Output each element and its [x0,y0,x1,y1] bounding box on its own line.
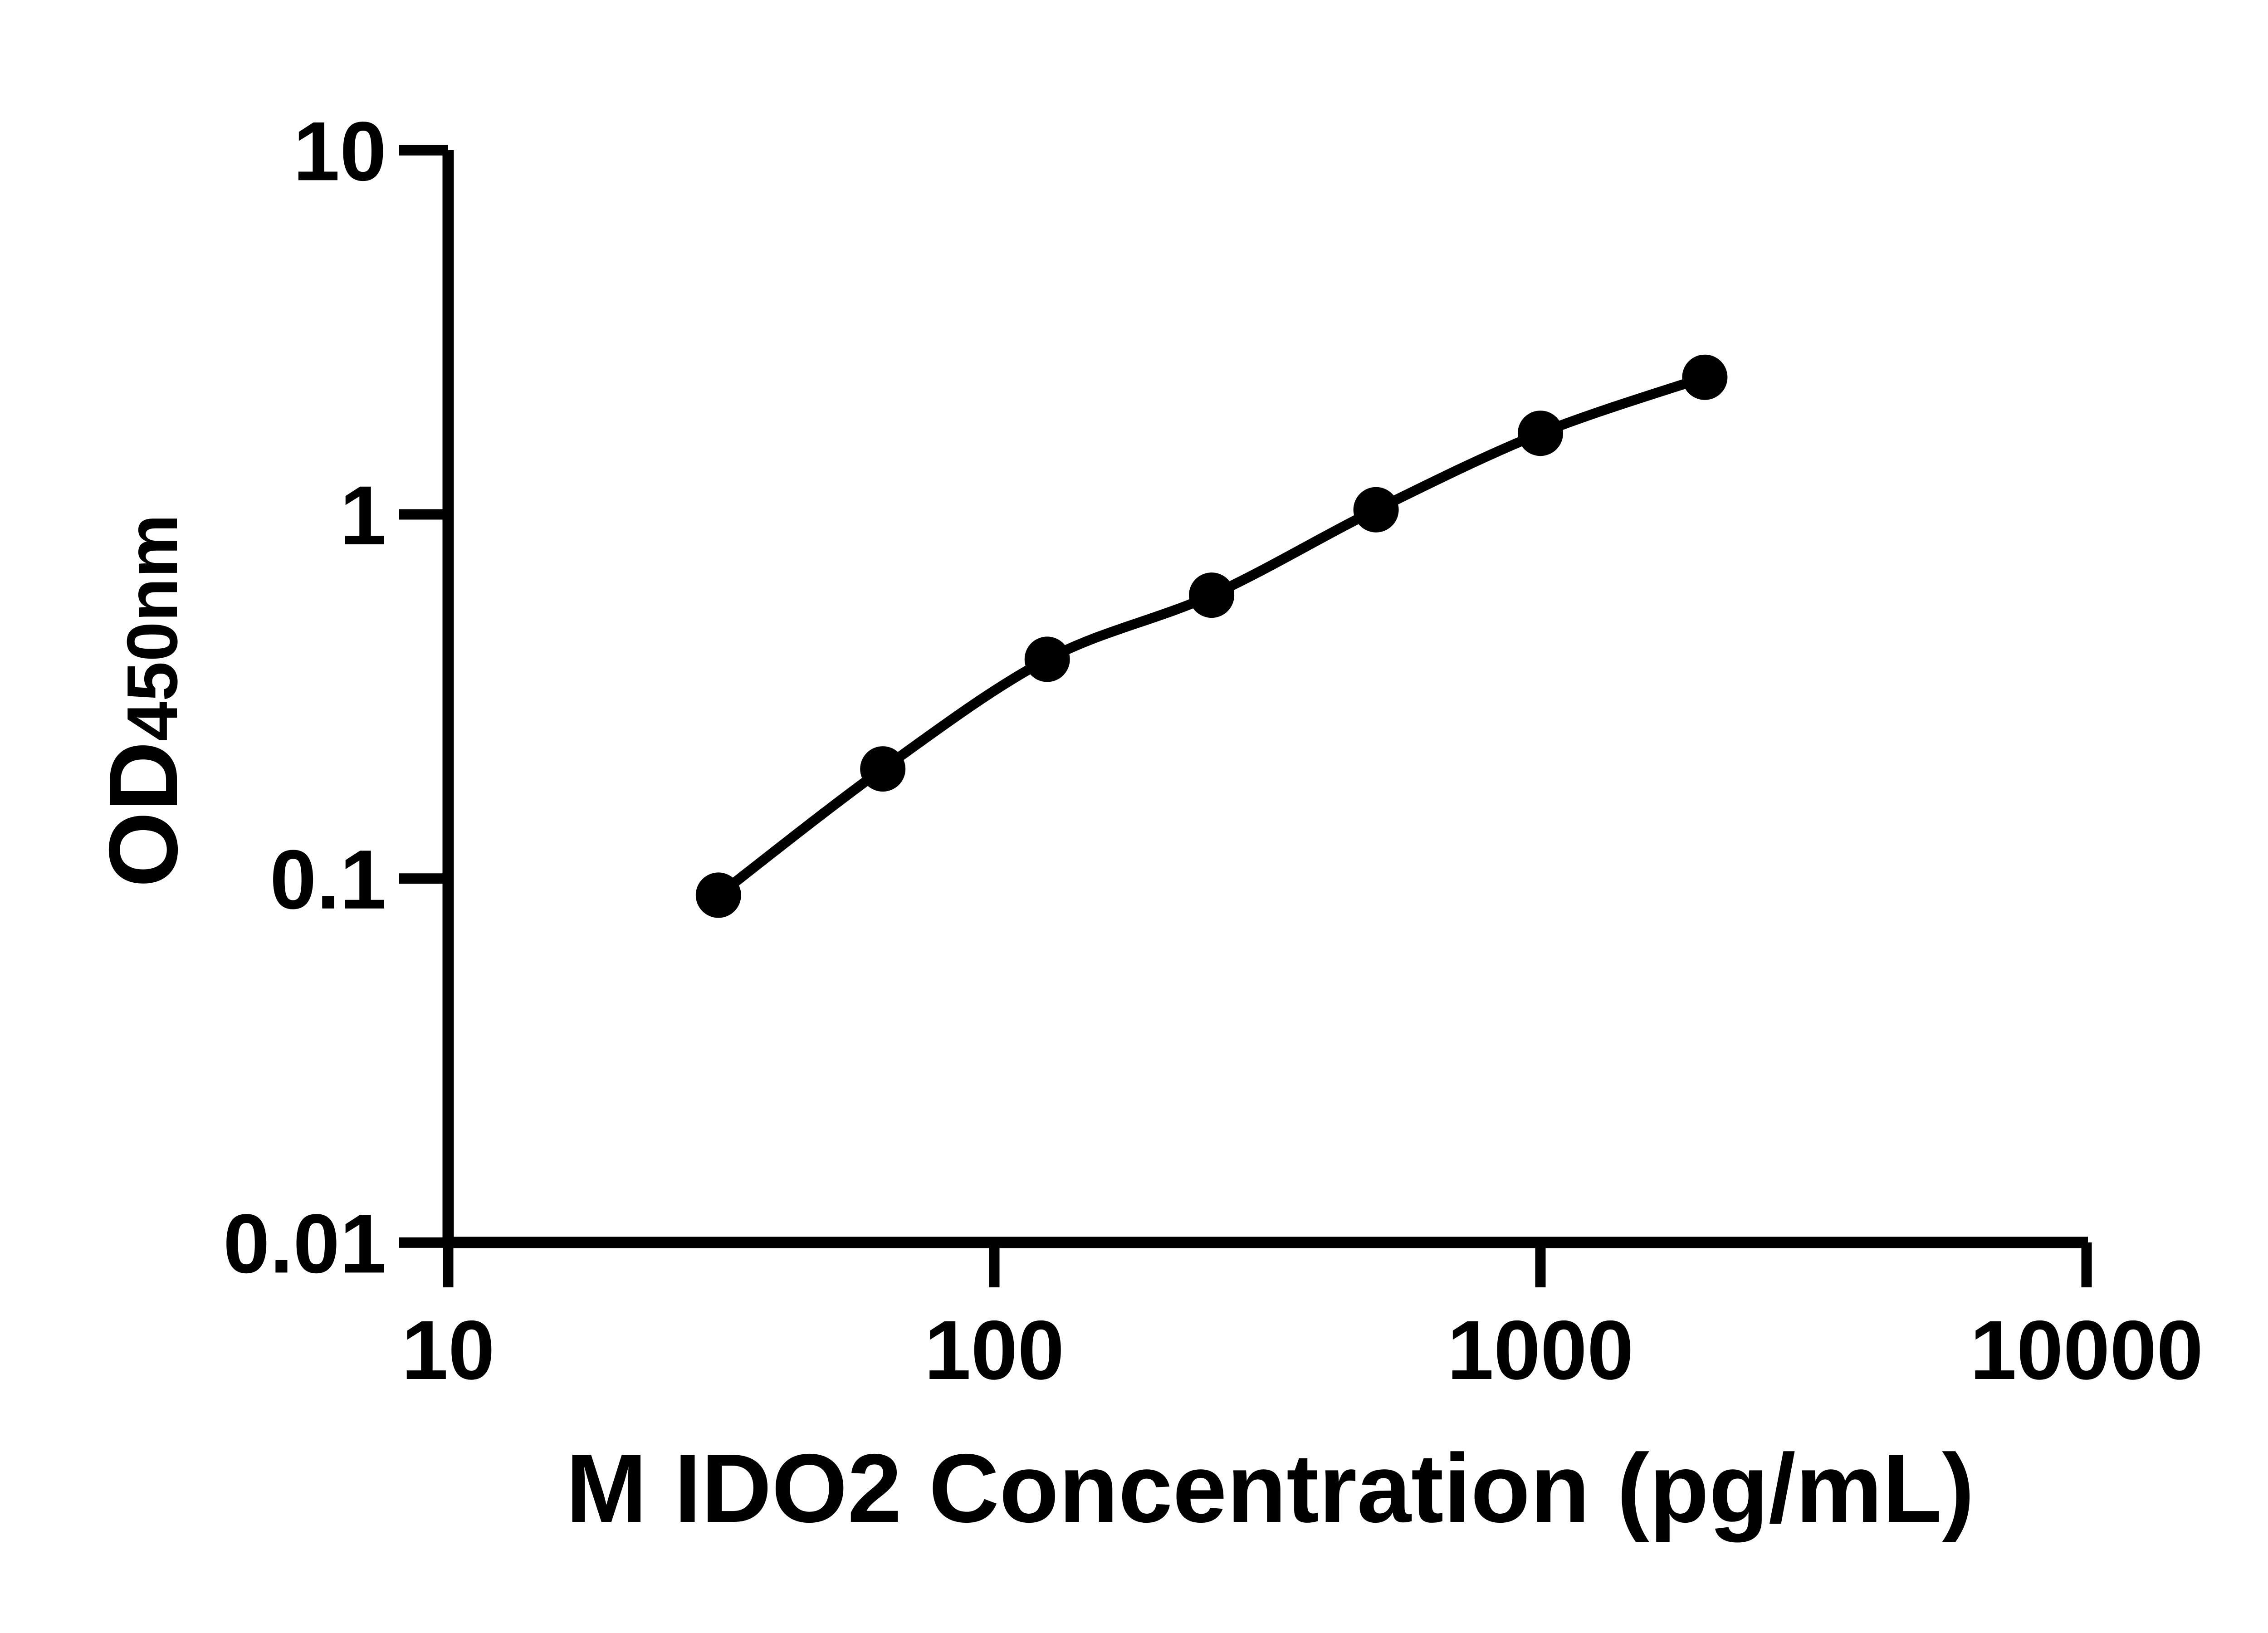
data-point-marker [1024,636,1070,682]
standard-curve-fit-line [713,372,1710,900]
axes [442,150,2088,1248]
y-axis-title: OD450nm [88,514,198,887]
x-tick-label: 100 [924,1304,1065,1397]
data-point-marker [1189,572,1235,618]
y-axis-title-main: OD [88,741,198,888]
x-tick-label: 1000 [1447,1304,1634,1397]
y-axis-title-subscript: 450nm [112,514,192,741]
y-tick-label: 10 [293,105,386,198]
x-tick-label: 10000 [1970,1304,2203,1397]
y-tick-label: 0.1 [270,833,386,927]
data-point-marker [1682,354,1728,400]
data-point-marker [695,872,741,918]
data-series [695,354,1728,918]
data-point-marker [1518,411,1563,456]
data-point-marker [1353,487,1399,533]
x-axis-title: M IDO2 Concentration (pg/mL) [566,1433,1974,1543]
tick-marks [399,145,2092,1287]
y-tick-label: 0.01 [223,1197,386,1291]
y-tick-label: 1 [340,469,386,562]
data-point-marker [860,746,906,792]
x-tick-label: 10 [401,1304,495,1397]
